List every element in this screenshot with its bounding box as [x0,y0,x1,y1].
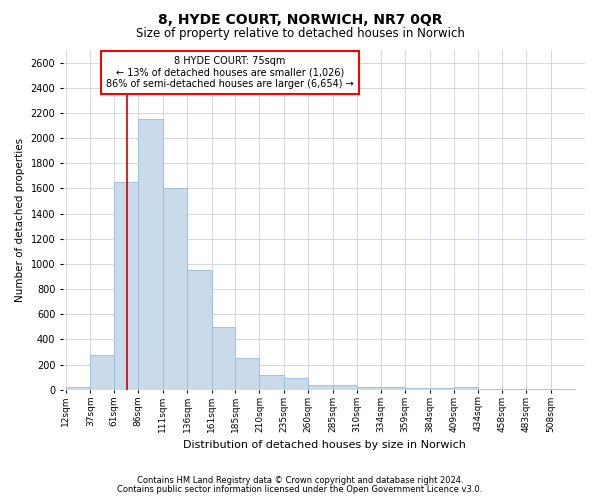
X-axis label: Distribution of detached houses by size in Norwich: Distribution of detached houses by size … [182,440,466,450]
Bar [333,386,357,390]
Bar [91,355,114,390]
Bar [430,388,454,390]
Bar [502,389,526,390]
Bar [357,386,380,390]
Bar [284,378,308,390]
Bar [66,386,91,390]
Text: Size of property relative to detached houses in Norwich: Size of property relative to detached ho… [136,28,464,40]
Bar [259,376,284,390]
Bar [478,389,502,390]
Bar [380,387,405,390]
Bar [551,389,575,390]
Bar [163,188,187,390]
Y-axis label: Number of detached properties: Number of detached properties [15,138,25,302]
Text: Contains HM Land Registry data © Crown copyright and database right 2024.: Contains HM Land Registry data © Crown c… [137,476,463,485]
Text: Contains public sector information licensed under the Open Government Licence v3: Contains public sector information licen… [118,485,482,494]
Bar [454,387,478,390]
Bar [212,327,235,390]
Text: 8, HYDE COURT, NORWICH, NR7 0QR: 8, HYDE COURT, NORWICH, NR7 0QR [158,12,442,26]
Text: 8 HYDE COURT: 75sqm
← 13% of detached houses are smaller (1,026)
86% of semi-det: 8 HYDE COURT: 75sqm ← 13% of detached ho… [106,56,354,89]
Bar [526,389,551,390]
Bar [405,388,430,390]
Bar [308,384,333,390]
Bar [235,358,259,390]
Bar [114,182,138,390]
Bar [187,270,212,390]
Bar [138,119,163,390]
